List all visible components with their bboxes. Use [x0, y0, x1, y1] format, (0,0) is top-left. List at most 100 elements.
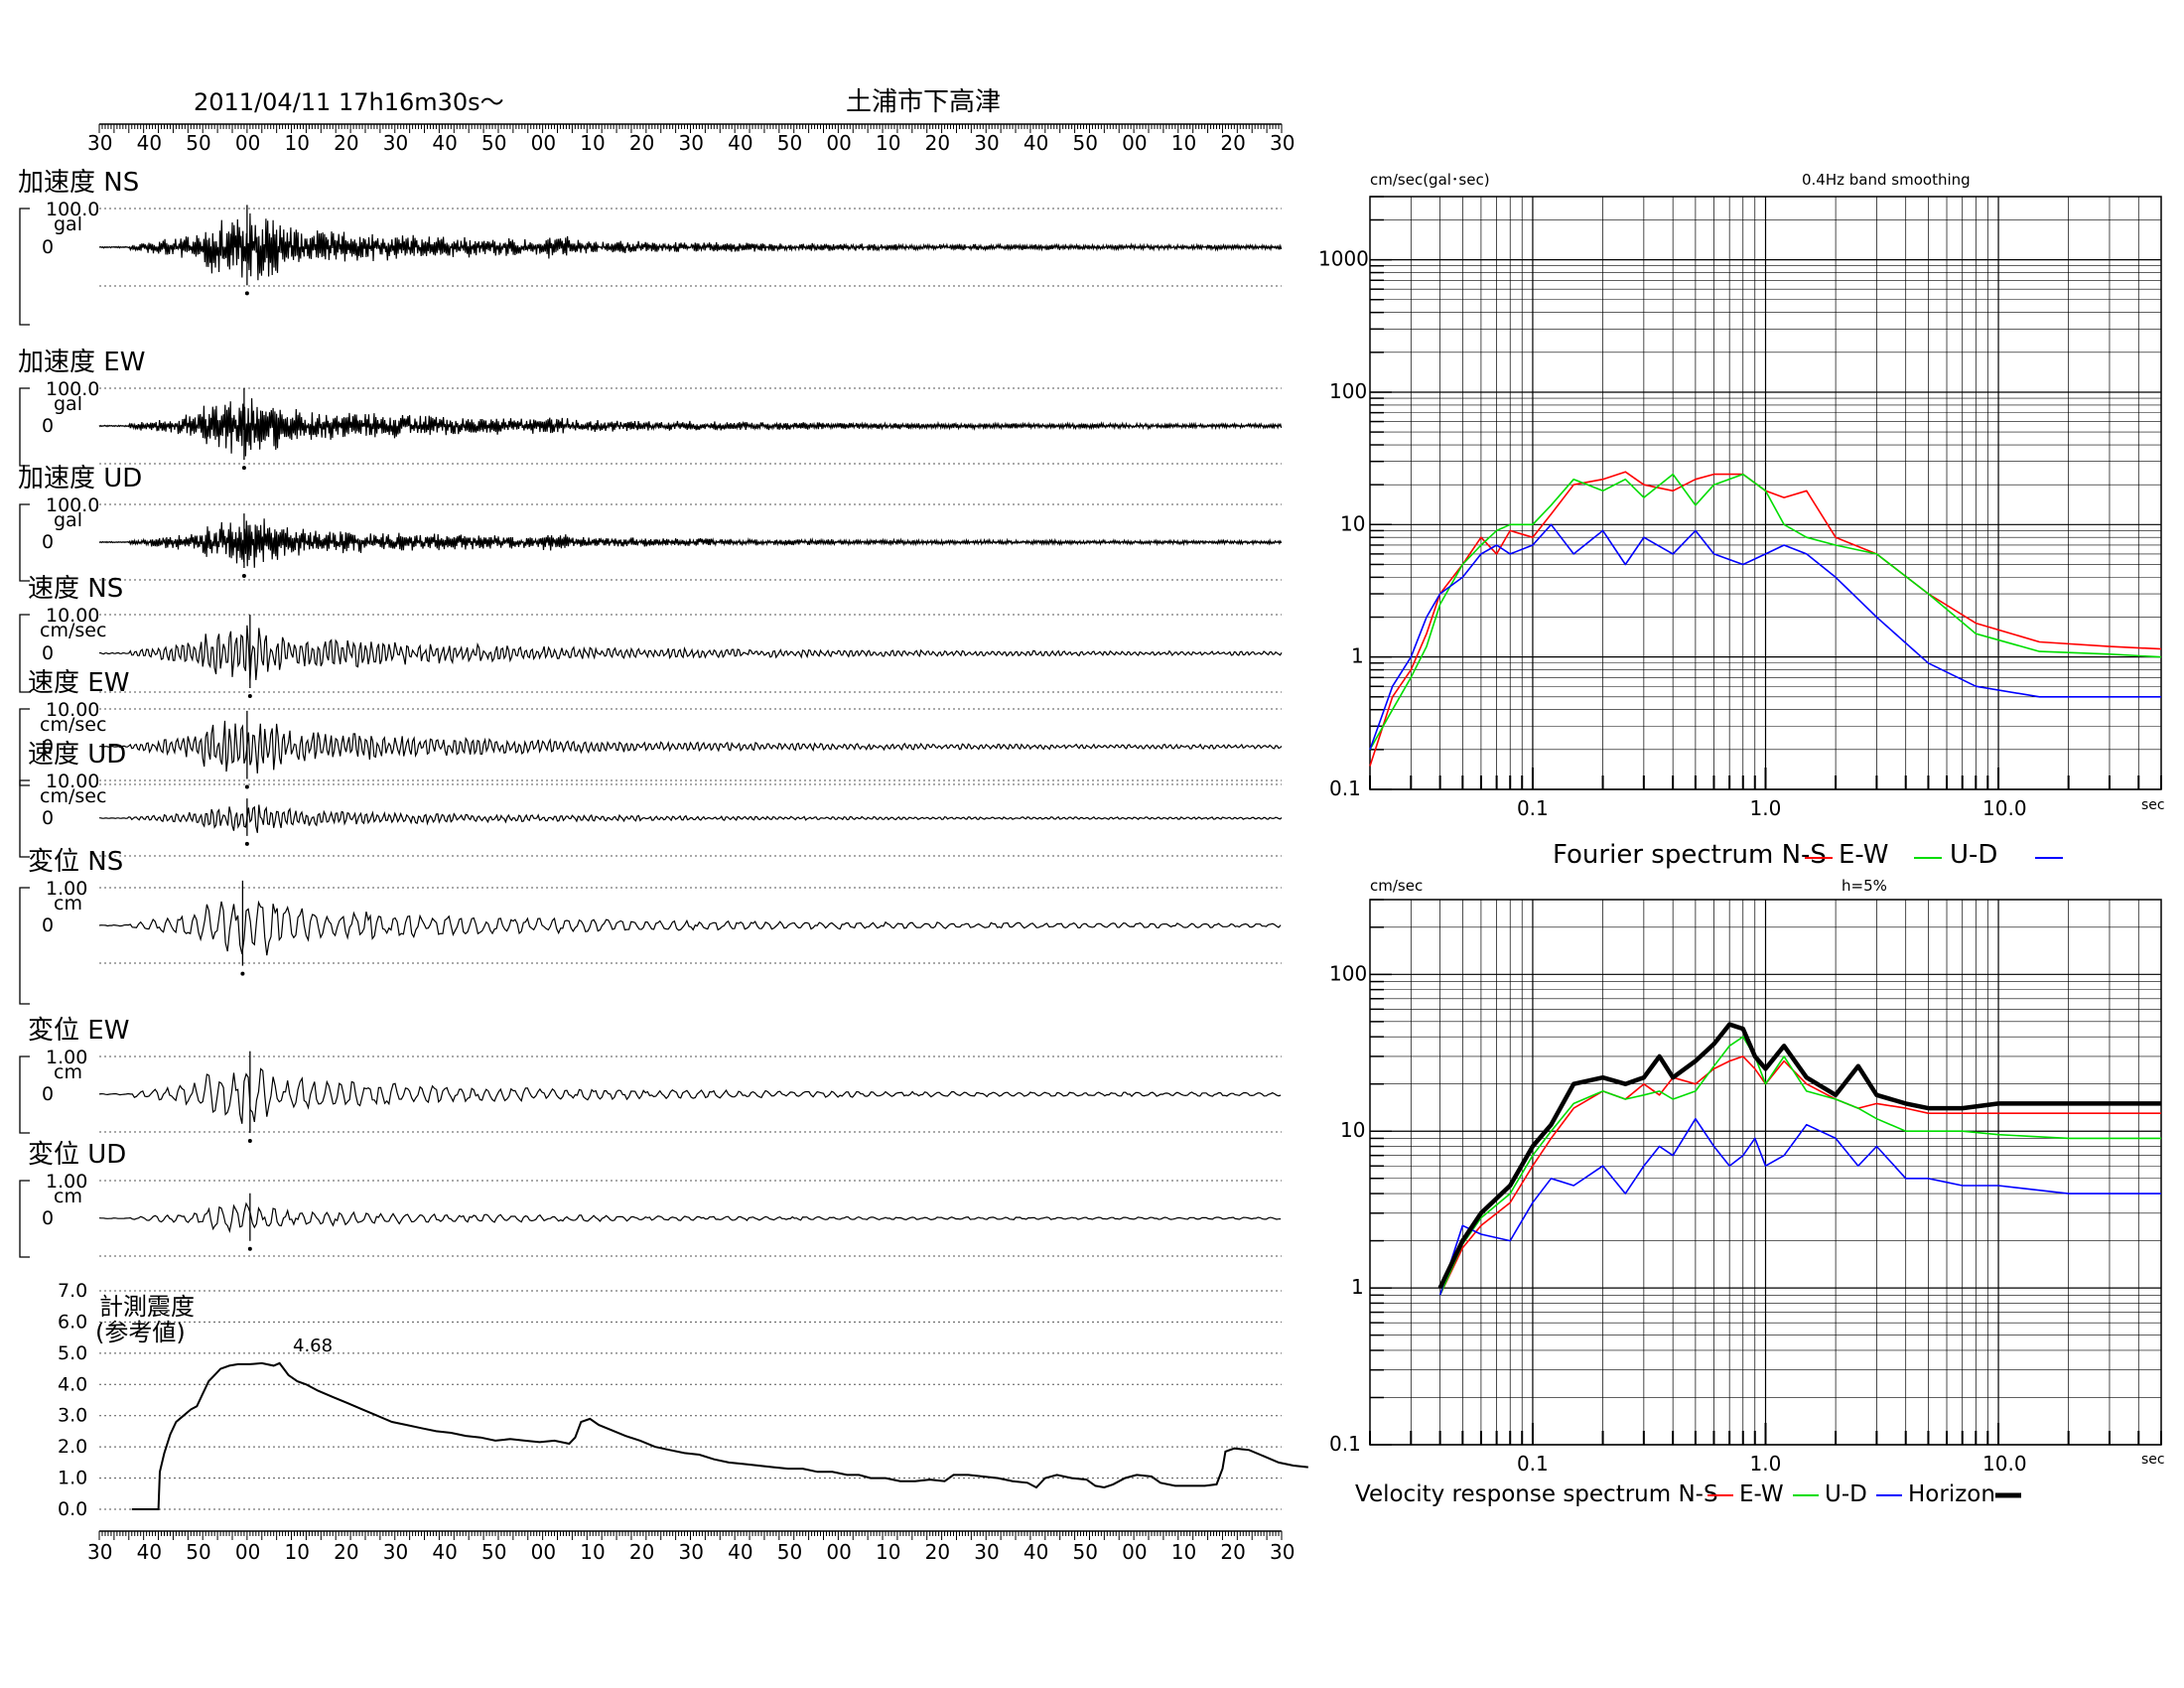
top-axis-tick-label: 20 — [334, 131, 358, 155]
bottom-axis-tick-label: 40 — [137, 1540, 162, 1564]
channel-unit: gal — [54, 213, 82, 235]
fourier-legend-ud: U-D — [1950, 840, 1997, 870]
bottom-axis-tick-label: 40 — [432, 1540, 457, 1564]
response-ytick-label: 100 — [1329, 961, 1367, 985]
response-ytick-label: 10 — [1340, 1118, 1365, 1142]
velocity-response-chart: cm/sec h=5% sec Velocity response spectr… — [1329, 877, 2165, 1507]
intensity-tick-label: 1.0 — [58, 1468, 87, 1489]
bottom-axis-tick-label: 20 — [334, 1540, 358, 1564]
top-axis-tick-label: 00 — [1122, 131, 1147, 155]
top-axis-tick-label: 40 — [1024, 131, 1048, 155]
top-axis-tick-label: 50 — [777, 131, 802, 155]
time-axis-bottom: 30 40 50 00 10 20 30 40 50 00 10 20 30 40 50 00 10 20 30 40… — [87, 1530, 1295, 1564]
top-axis-tick-label: 20 — [1220, 131, 1245, 155]
channel-peak-marker — [247, 694, 252, 699]
channel-trace — [99, 625, 1283, 681]
channel-scale: 100.0 — [46, 494, 99, 516]
bottom-axis-tick-label: 20 — [925, 1540, 950, 1564]
bottom-axis-tick-label: 50 — [777, 1540, 802, 1564]
channel-unit: cm — [54, 1061, 82, 1083]
channel-zero: 0 — [42, 236, 54, 258]
channel-scale: 1.00 — [46, 1047, 87, 1068]
fourier-note: 0.4Hz band smoothing — [1802, 171, 1971, 189]
intensity-tick-label: 6.0 — [58, 1311, 87, 1333]
bottom-axis-tick-label: 10 — [580, 1540, 605, 1564]
response-xtick-label: 1.0 — [1750, 1452, 1782, 1476]
channel-trace — [98, 518, 1283, 568]
channel-bracket — [19, 208, 30, 326]
top-axis-tick-label: 30 — [679, 131, 704, 155]
response-legend-horizon: Horizon — [1908, 1481, 1995, 1507]
channel-scale: 100.0 — [46, 378, 99, 400]
channel-zero: 0 — [42, 642, 54, 664]
channel-bracket — [19, 387, 30, 467]
intensity-tick-label: 7.0 — [58, 1280, 87, 1302]
fourier-xunit: sec — [2141, 797, 2165, 813]
fourier-ytick-label: 10 — [1340, 511, 1365, 535]
response-legend-ud: U-D — [1825, 1481, 1867, 1507]
fourier-legend-ew: E-W — [1839, 840, 1888, 870]
bottom-axis-tick-label: 30 — [1270, 1540, 1295, 1564]
channel-unit: cm — [54, 1186, 82, 1207]
channel-bracket — [19, 1055, 30, 1134]
top-axis-tick-label: 40 — [432, 131, 457, 155]
channel-bracket — [19, 708, 30, 786]
top-axis-tick-label: 00 — [235, 131, 260, 155]
fourier-ytick-label: 1000 — [1318, 247, 1369, 271]
channel-bracket — [19, 1180, 30, 1258]
top-axis-tick-label: 00 — [531, 131, 556, 155]
response-xunit: sec — [2141, 1452, 2165, 1468]
response-xtick-label: 0.1 — [1517, 1452, 1549, 1476]
top-axis-tick-label: 30 — [1270, 131, 1295, 155]
top-axis-tick-label: 00 — [826, 131, 851, 155]
channel-bracket — [19, 503, 30, 582]
bottom-axis-tick-label: 30 — [974, 1540, 999, 1564]
intensity-tick-label: 3.0 — [58, 1405, 87, 1427]
fourier-ytick-label: 1 — [1351, 644, 1364, 668]
response-title: Velocity response spectrum N-S — [1355, 1481, 1718, 1507]
bottom-axis-tick-label: 20 — [629, 1540, 654, 1564]
top-axis-tick-label: 30 — [383, 131, 408, 155]
channel-scale: 10.00 — [46, 771, 99, 792]
channel-title: 変位 EW — [28, 1016, 129, 1046]
fourier-series-ew — [1369, 473, 2162, 751]
top-axis-tick-label: 50 — [1073, 131, 1098, 155]
channel-title: 変位 NS — [28, 847, 123, 877]
response-series-horizon — [1437, 1022, 2161, 1290]
top-axis-tick-label: 10 — [876, 131, 900, 155]
channel-title: 速度 UD — [28, 740, 126, 770]
intensity-subtitle: (参考値) — [95, 1319, 186, 1346]
channel-unit: cm/sec — [40, 714, 106, 736]
top-axis-tick-label: 10 — [580, 131, 605, 155]
channel-unit: cm — [54, 893, 82, 914]
bottom-axis-tick-label: 20 — [1220, 1540, 1245, 1564]
time-axis-top: 30 40 50 00 10 20 30 40 50 00 10 20 30 40 50 00 10 20 30 40… — [87, 123, 1295, 155]
fourier-ytick-label: 0.1 — [1329, 776, 1361, 800]
channel-title: 変位 UD — [28, 1140, 126, 1170]
channel-trace — [98, 212, 1283, 281]
response-legend-ew: E-W — [1739, 1481, 1784, 1507]
bottom-axis-tick-label: 30 — [87, 1540, 112, 1564]
channel-zero: 0 — [42, 531, 54, 553]
channel-zero: 0 — [42, 1207, 54, 1229]
fourier-spectrum-chart: cm/sec(gal･sec) 0.4Hz band smoothing sec… — [1318, 171, 2165, 870]
intensity-panel: 計測震度 (参考値) 4.68 7.0 6.0 5.0 4.0 3.0 2.0 1.0 0.0 — [58, 1280, 1308, 1520]
fourier-series-ud — [1369, 523, 2161, 751]
channel-unit: gal — [54, 509, 82, 531]
channel-title: 加速度 EW — [18, 348, 145, 377]
fourier-ylabel: cm/sec(gal･sec) — [1370, 171, 1490, 189]
channel-unit: gal — [54, 393, 82, 415]
fourier-xtick-label: 1.0 — [1750, 796, 1782, 820]
channel-zero: 0 — [42, 415, 54, 437]
bottom-axis-tick-label: 10 — [876, 1540, 900, 1564]
record-datetime: 2011/04/11 17h16m30s〜 — [194, 88, 504, 116]
top-axis-tick-label: 10 — [285, 131, 310, 155]
channel-peak-marker — [244, 291, 249, 296]
bottom-axis-tick-label: 30 — [679, 1540, 704, 1564]
channel-peak-marker — [240, 971, 245, 976]
